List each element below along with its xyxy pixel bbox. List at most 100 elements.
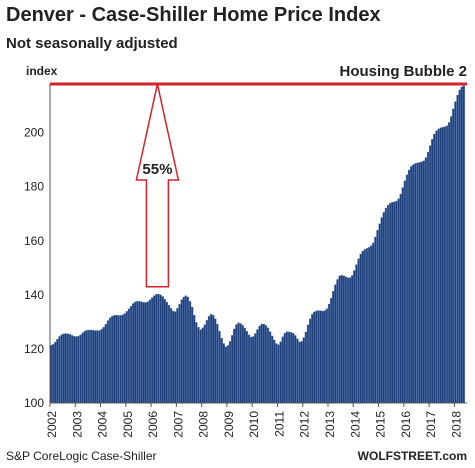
bar <box>393 201 396 404</box>
bar <box>182 296 185 404</box>
x-tick-label: 2007 <box>171 411 185 438</box>
bar <box>370 245 373 404</box>
bar <box>285 331 289 404</box>
bar <box>199 329 202 404</box>
bar <box>68 334 72 404</box>
bar <box>330 297 333 404</box>
bar <box>353 270 356 404</box>
bar <box>437 128 440 404</box>
bar <box>271 335 274 404</box>
bar <box>252 336 255 404</box>
bar <box>136 301 139 404</box>
bar <box>176 308 179 404</box>
y-tick-label: 160 <box>24 234 44 248</box>
x-tick-label: 2006 <box>146 411 160 438</box>
bar <box>254 333 257 404</box>
bar <box>151 297 154 404</box>
bar <box>319 310 322 404</box>
bar <box>96 330 99 404</box>
bar <box>374 236 377 404</box>
bar <box>174 311 177 404</box>
bar <box>317 310 320 404</box>
bar <box>243 327 246 404</box>
x-axis: 2002 2003 2004 2005 2006 2007 2008 2009 2010 2011… <box>45 402 467 438</box>
bar <box>313 311 316 404</box>
bar <box>108 317 112 404</box>
bar <box>279 341 282 404</box>
bar <box>125 311 129 404</box>
bar <box>351 275 354 404</box>
bar <box>52 344 55 404</box>
bar <box>277 344 280 404</box>
bar <box>355 264 358 404</box>
bar <box>157 293 160 404</box>
bar <box>64 333 67 404</box>
bar <box>445 125 449 404</box>
bar <box>111 316 114 404</box>
bar <box>235 324 238 404</box>
x-tick-label: 2009 <box>222 411 236 438</box>
bar <box>296 338 299 404</box>
bar <box>281 336 284 404</box>
bar <box>395 200 398 404</box>
bar <box>407 169 411 404</box>
bar <box>237 322 240 404</box>
bar <box>117 315 120 404</box>
x-tick-label: 2008 <box>197 411 211 438</box>
bar <box>275 343 278 404</box>
bar <box>144 302 147 404</box>
bar <box>83 330 86 404</box>
bar <box>138 301 141 404</box>
bars <box>49 85 465 404</box>
bar <box>300 341 303 404</box>
bar <box>167 304 171 404</box>
bar <box>338 275 341 404</box>
bar <box>247 334 251 404</box>
chart-subtitle: Not seasonally adjusted <box>6 35 178 52</box>
bar <box>121 314 124 404</box>
y-axis-label: index <box>26 64 58 78</box>
y-tick-label: 200 <box>24 126 44 140</box>
bar <box>62 333 65 404</box>
housing-bubble-2-label: Housing Bubble 2 <box>340 63 468 80</box>
x-tick-label: 2018 <box>449 411 463 438</box>
bar <box>119 315 122 404</box>
bar <box>233 328 236 404</box>
y-tick-label: 100 <box>24 396 44 410</box>
bar <box>92 330 95 404</box>
bar <box>458 89 461 404</box>
x-tick-label: 2015 <box>374 411 388 438</box>
page-title: Denver - Case-Shiller Home Price Index <box>6 4 381 26</box>
bar <box>367 247 371 404</box>
bar <box>161 296 164 404</box>
bar <box>207 316 211 404</box>
bar <box>113 315 116 404</box>
bar <box>250 336 253 404</box>
bar <box>79 334 82 404</box>
x-tick-label: 2012 <box>298 411 312 438</box>
bar <box>306 324 310 404</box>
bar <box>302 337 305 404</box>
bar <box>410 166 413 404</box>
bar <box>363 249 366 404</box>
bar <box>75 336 78 404</box>
bar <box>70 335 74 404</box>
bar <box>460 86 463 404</box>
bar <box>372 242 375 404</box>
bar <box>401 187 404 404</box>
bar <box>180 299 183 404</box>
bar <box>60 334 63 404</box>
bar <box>397 198 400 404</box>
bar <box>420 161 423 404</box>
y-axis: 100 120 140 160 180 200 <box>24 84 51 410</box>
bar <box>346 277 350 404</box>
bar <box>163 299 166 404</box>
bar <box>106 320 110 404</box>
bar <box>209 314 213 404</box>
bar <box>292 333 295 404</box>
x-tick-label: 2002 <box>45 411 59 438</box>
bar <box>165 301 169 404</box>
bar <box>304 331 308 404</box>
bar <box>386 204 390 404</box>
bar <box>98 330 101 404</box>
